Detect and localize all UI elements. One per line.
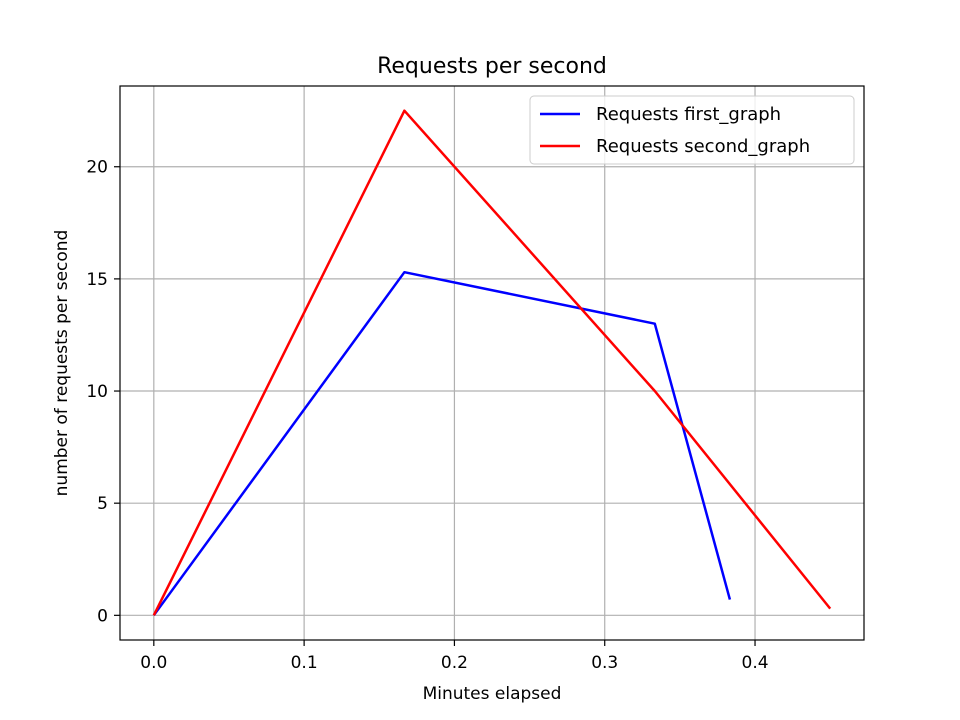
- chart-title: Requests per second: [377, 54, 607, 79]
- series-line-first-graph: [152, 270, 732, 617]
- y-axis-label: number of requests per second: [52, 230, 72, 497]
- series-lines: [152, 109, 832, 617]
- y-tick-label: 20: [86, 158, 108, 178]
- y-tick-label: 15: [86, 270, 108, 290]
- x-axis-label: Minutes elapsed: [423, 684, 562, 704]
- y-tick-label: 10: [86, 382, 108, 402]
- legend: Requests first_graph Requests second_gra…: [529, 95, 855, 165]
- x-tick-label: 0.1: [291, 653, 318, 673]
- x-tick-label: 0.4: [742, 653, 769, 673]
- plot-area: [120, 86, 864, 640]
- legend-box: [529, 95, 855, 165]
- grid-lines: [120, 86, 864, 640]
- x-tick-label: 0.2: [441, 653, 468, 673]
- y-axis-ticks: 0 5 10 15 20: [86, 158, 120, 626]
- x-tick-label: 0.0: [140, 653, 167, 673]
- plot-frame: [119, 85, 865, 641]
- x-axis-ticks: 0.0 0.1 0.2 0.3 0.4: [140, 640, 769, 673]
- series-line-second-graph: [152, 109, 832, 616]
- legend-label-first-graph: Requests first_graph: [596, 104, 781, 125]
- legend-label-second-graph: Requests second_graph: [596, 136, 810, 157]
- y-tick-label: 0: [97, 606, 108, 626]
- x-tick-label: 0.3: [591, 653, 618, 673]
- y-tick-label: 5: [97, 494, 108, 514]
